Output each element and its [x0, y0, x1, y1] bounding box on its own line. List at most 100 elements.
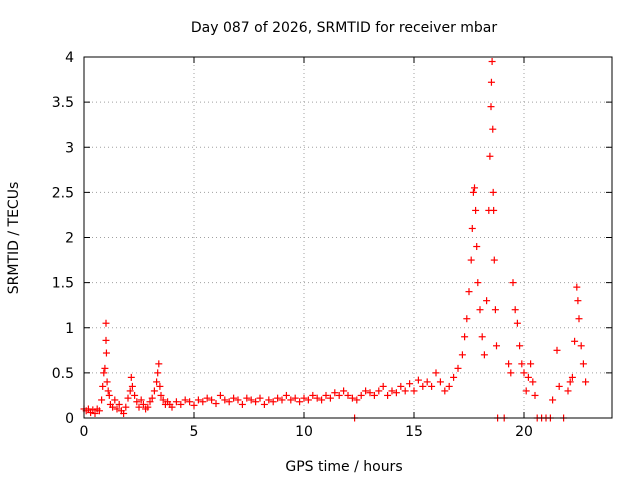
data-point [124, 394, 132, 402]
y-tick-label: 4 [65, 50, 74, 66]
data-point [105, 391, 113, 399]
data-point [212, 400, 220, 408]
data-point [493, 342, 500, 350]
data-point [575, 315, 583, 323]
data-point [177, 400, 185, 408]
data-point [401, 387, 409, 395]
y-tick-label: 3.5 [52, 95, 74, 111]
data-point [450, 373, 458, 381]
data-point [357, 391, 365, 399]
data-point [155, 360, 163, 368]
data-point [256, 394, 264, 402]
data-point [491, 306, 499, 314]
data-point [139, 400, 147, 408]
data-point [353, 396, 361, 404]
data-point [410, 387, 418, 395]
data-point [467, 256, 475, 264]
data-point [527, 360, 535, 368]
data-point [260, 400, 268, 408]
data-point [522, 387, 530, 395]
data-point [287, 396, 295, 404]
data-point [111, 396, 119, 404]
data-point [366, 389, 374, 397]
data-point [243, 394, 251, 402]
data-point [91, 409, 99, 417]
data-point [516, 342, 524, 350]
data-point [186, 398, 194, 406]
data-point [157, 391, 165, 399]
data-point [102, 349, 110, 357]
data-point [120, 409, 128, 417]
data-point [109, 403, 117, 411]
x-tick-label: 15 [405, 424, 423, 440]
data-point [571, 337, 579, 345]
data-point [511, 306, 519, 314]
data-point [296, 398, 304, 406]
data-point [520, 369, 528, 377]
data-point [265, 396, 273, 404]
data-point [423, 378, 431, 386]
axis-ticks [83, 56, 612, 419]
data-point [566, 378, 574, 386]
data-point [473, 243, 481, 251]
data-point [309, 391, 317, 399]
data-point [102, 336, 110, 344]
data-point [471, 184, 478, 192]
data-point [95, 407, 103, 415]
data-point [490, 206, 498, 214]
grid-lines [84, 57, 612, 418]
data-point [414, 376, 422, 384]
data-point [582, 378, 590, 386]
data-point [278, 396, 286, 404]
data-point [247, 396, 255, 404]
data-point [476, 306, 484, 314]
data-point [445, 382, 453, 390]
data-point [252, 398, 260, 406]
data-point [524, 373, 532, 381]
data-point [274, 394, 282, 402]
data-point [375, 387, 383, 395]
data-point [419, 382, 427, 390]
data-point [454, 364, 462, 372]
data-point [101, 364, 109, 372]
data-point [100, 369, 108, 377]
data-point [487, 103, 495, 111]
data-point [362, 387, 370, 395]
data-point [104, 387, 112, 395]
data-point [103, 378, 111, 386]
y-tick-label: 0 [65, 411, 74, 427]
data-point [388, 387, 396, 395]
data-point [465, 288, 473, 296]
data-point [313, 394, 321, 402]
data-point [168, 403, 176, 411]
data-point [348, 394, 356, 402]
data-point [489, 125, 497, 133]
data-point [573, 283, 581, 291]
data-point [518, 360, 526, 368]
data-point [486, 152, 494, 160]
data-point [148, 394, 156, 402]
x-tick-label: 20 [515, 424, 533, 440]
y-tick-label: 3 [65, 140, 74, 156]
data-point [488, 58, 496, 66]
data-point [549, 396, 557, 404]
data-point [115, 400, 123, 408]
data-point [172, 398, 180, 406]
data-point [480, 351, 488, 359]
data-point [199, 398, 207, 406]
data-point [89, 406, 97, 414]
data-point [490, 256, 498, 264]
data-point [127, 373, 135, 381]
data-point [458, 351, 466, 359]
data-point [153, 378, 161, 386]
data-point [509, 279, 517, 287]
data-point [99, 382, 107, 390]
x-tick-label: 0 [80, 424, 89, 440]
x-tick-label: 5 [190, 424, 199, 440]
data-point [468, 224, 476, 232]
data-point [150, 387, 158, 395]
data-point [154, 369, 162, 377]
data-point [216, 391, 224, 399]
data-point [128, 382, 136, 390]
data-point [564, 387, 572, 395]
